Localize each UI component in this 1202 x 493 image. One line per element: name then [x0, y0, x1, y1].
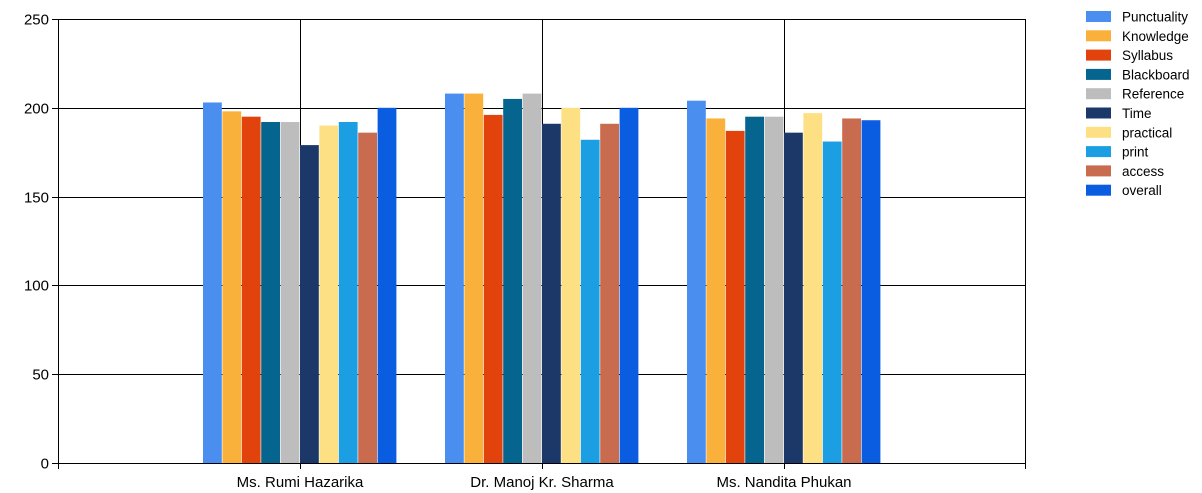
y-tick-label-50: 50 — [32, 367, 49, 384]
legend-swatch-punctuality — [1086, 11, 1111, 22]
bar-reference-2 — [522, 93, 542, 463]
legend-swatch-reference — [1086, 88, 1111, 100]
bar-overall-2 — [619, 107, 639, 464]
legend: Punctuality Knowledge Syllabus Blackboard Re… — [1086, 10, 1190, 198]
bar-syllabus-1 — [241, 116, 261, 464]
y-tick-label-0: 0 — [41, 456, 49, 473]
bar-syllabus-3 — [725, 130, 745, 463]
bar-overall-1 — [377, 107, 397, 464]
bar-access-3 — [842, 118, 861, 464]
legend-label-blackboard: Blackboard — [1122, 67, 1190, 82]
bar-time-1 — [300, 145, 319, 463]
legend-swatch-practical — [1086, 126, 1111, 138]
x-tick-label-1: Ms. Rumi Hazarika — [237, 474, 364, 491]
bar-knowledge-2 — [464, 93, 484, 463]
bar-practical-1 — [319, 125, 339, 463]
bar-blackboard-3 — [745, 116, 764, 464]
legend-label-punctuality: Punctuality — [1122, 10, 1188, 25]
y-tick-label-100: 100 — [24, 278, 49, 295]
legend-label-print: print — [1122, 145, 1149, 160]
bar-overall-3 — [861, 120, 881, 463]
bar-knowledge-1 — [222, 111, 242, 463]
bar-print-2 — [580, 139, 600, 463]
legend-label-knowledge: Knowledge — [1122, 29, 1189, 44]
bars — [203, 93, 881, 464]
x-tick-label-3: Ms. Nandita Phukan — [716, 474, 851, 491]
bar-access-1 — [358, 132, 377, 463]
bar-practical-3 — [803, 113, 823, 463]
bar-practical-2 — [561, 107, 581, 464]
legend-swatch-time — [1086, 107, 1111, 119]
legend-swatch-access — [1086, 165, 1111, 177]
bar-time-3 — [784, 132, 803, 463]
legend-swatch-print — [1086, 146, 1111, 158]
axes: 0 50 100 150 200 250 Ms. Rumi Hazarika Dr. Mano… — [24, 12, 1026, 491]
y-tick-label-150: 150 — [24, 190, 49, 207]
bar-punctuality-1 — [203, 102, 222, 463]
legend-swatch-overall — [1086, 184, 1111, 196]
y-tick-label-250: 250 — [24, 12, 49, 29]
y-tick-label-200: 200 — [24, 101, 49, 118]
x-tick-label-2: Dr. Manoj Kr. Sharma — [470, 474, 614, 491]
legend-swatch-knowledge — [1086, 30, 1111, 42]
bar-syllabus-2 — [483, 114, 503, 464]
bar-blackboard-1 — [261, 122, 280, 463]
bar-reference-1 — [280, 122, 300, 463]
bar-punctuality-3 — [687, 100, 706, 463]
legend-label-syllabus: Syllabus — [1122, 48, 1173, 63]
legend-label-time: Time — [1122, 106, 1152, 121]
bar-reference-3 — [764, 116, 784, 464]
bar-blackboard-2 — [503, 98, 522, 464]
legend-label-access: access — [1122, 164, 1164, 179]
legend-label-reference: Reference — [1122, 87, 1184, 102]
legend-label-practical: practical — [1122, 125, 1172, 140]
legend-swatch-syllabus — [1086, 49, 1111, 61]
bar-time-2 — [542, 123, 561, 463]
bar-print-3 — [822, 141, 842, 464]
bar-access-2 — [600, 123, 619, 463]
legend-label-overall: overall — [1122, 183, 1162, 198]
legend-swatch-blackboard — [1086, 68, 1111, 80]
bar-punctuality-2 — [445, 93, 464, 463]
bar-knowledge-3 — [706, 118, 726, 464]
bar-print-1 — [338, 122, 358, 463]
